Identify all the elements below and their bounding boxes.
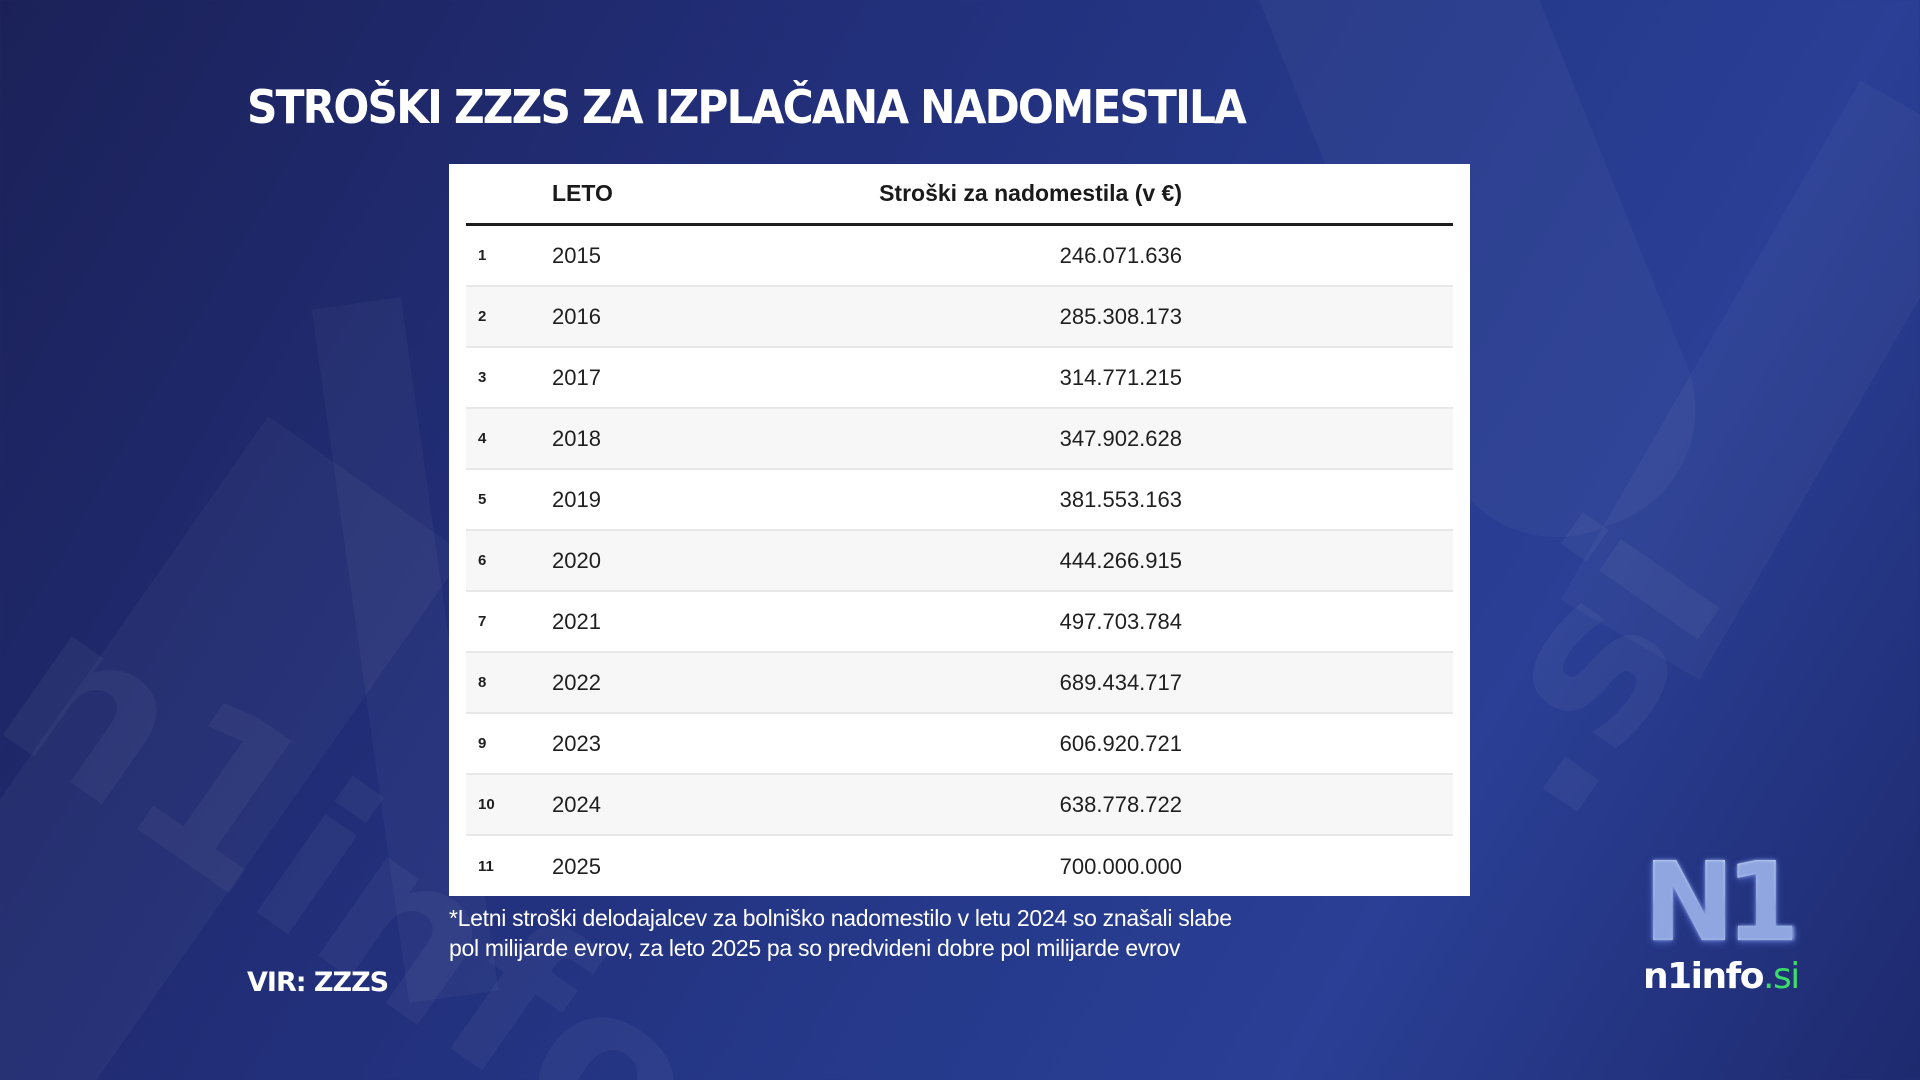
table-row: 3 2017 314.771.215 — [466, 348, 1453, 409]
table-row: 10 2024 638.778.722 — [466, 775, 1453, 836]
row-year: 2019 — [552, 486, 601, 512]
row-index: 2 — [478, 308, 487, 325]
source-label: VIR: ZZZS — [247, 967, 389, 998]
row-index: 9 — [478, 735, 487, 752]
row-year: 2018 — [552, 425, 601, 451]
row-year: 2015 — [552, 242, 601, 268]
logo-name: n1info — [1643, 956, 1765, 997]
footnote: *Letni stroški delodajalcev za bolniško … — [449, 903, 1349, 963]
background-shape — [1561, 80, 1920, 680]
row-year: 2023 — [552, 730, 601, 756]
table-header: LETO Stroški za nadomestila (v €) — [466, 164, 1453, 226]
row-cost: 700.000.000 — [1059, 853, 1182, 879]
row-year: 2024 — [552, 791, 601, 817]
page-title: STROŠKI ZZZS ZA IZPLAČANA NADOMESTILA — [247, 80, 1247, 134]
row-year: 2020 — [552, 547, 601, 573]
row-index: 8 — [478, 674, 487, 691]
row-cost: 314.771.215 — [1059, 364, 1182, 390]
header-year: LETO — [552, 180, 613, 206]
row-cost: 606.920.721 — [1059, 730, 1182, 756]
table-row: 11 2025 700.000.000 — [466, 836, 1453, 897]
row-year: 2017 — [552, 364, 601, 390]
row-cost: 285.308.173 — [1059, 303, 1182, 329]
table-row: 7 2021 497.703.784 — [466, 592, 1453, 653]
table-row: 4 2018 347.902.628 — [466, 409, 1453, 470]
row-cost: 689.434.717 — [1059, 669, 1182, 695]
row-cost: 347.902.628 — [1059, 425, 1182, 451]
row-cost: 381.553.163 — [1059, 486, 1182, 512]
row-index: 7 — [478, 613, 487, 630]
table-row: 5 2019 381.553.163 — [466, 470, 1453, 531]
row-cost: 638.778.722 — [1059, 791, 1182, 817]
cost-table: LETO Stroški za nadomestila (v €) 1 2015… — [449, 164, 1470, 896]
row-index: 11 — [478, 858, 494, 875]
row-index: 5 — [478, 491, 487, 508]
table-row: 1 2015 246.071.636 — [466, 226, 1453, 287]
row-cost: 246.071.636 — [1059, 242, 1182, 268]
row-index: 1 — [478, 247, 487, 264]
row-index: 10 — [478, 796, 495, 813]
header-cost: Stroški za nadomestila (v €) — [879, 180, 1182, 206]
row-year: 2022 — [552, 669, 601, 695]
row-cost: 444.266.915 — [1059, 547, 1182, 573]
table-row: 2 2016 285.308.173 — [466, 287, 1453, 348]
row-year: 2016 — [552, 303, 601, 329]
row-cost: 497.703.784 — [1059, 608, 1182, 634]
table-row: 8 2022 689.434.717 — [466, 653, 1453, 714]
logo-wordmark: n1info.si — [1643, 956, 1800, 997]
n1-logo: N1 n1info.si — [1640, 838, 1810, 1002]
footnote-line-1: *Letni stroški delodajalcev za bolniško … — [449, 905, 1232, 931]
table-row: 9 2023 606.920.721 — [466, 714, 1453, 775]
footnote-line-2: pol milijarde evrov, za leto 2025 pa so … — [449, 935, 1181, 961]
row-index: 6 — [478, 552, 487, 569]
row-year: 2021 — [552, 608, 601, 634]
background-shape — [0, 416, 465, 1080]
row-index: 4 — [478, 430, 487, 447]
row-index: 3 — [478, 369, 487, 386]
n1-logo-icon: N1 — [1643, 838, 1802, 966]
logo-tld: .si — [1763, 956, 1800, 997]
row-year: 2025 — [552, 853, 601, 879]
table-row: 6 2020 444.266.915 — [466, 531, 1453, 592]
